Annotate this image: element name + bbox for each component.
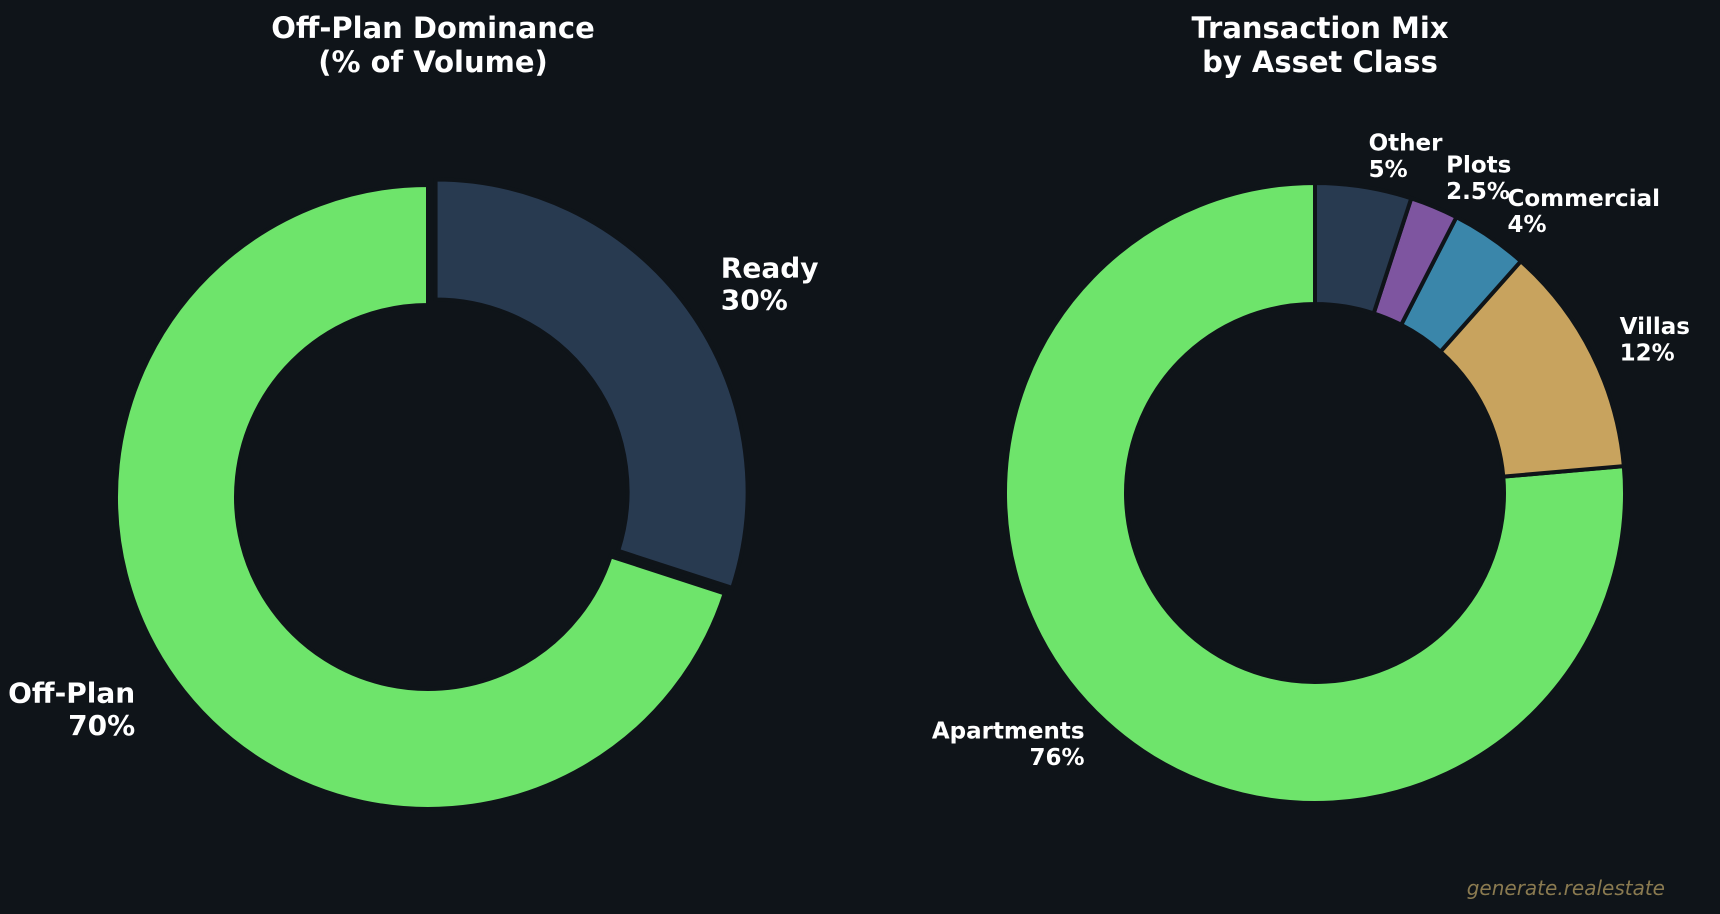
category-label: Off-Plan [8, 677, 135, 710]
value-label: 70% [68, 709, 135, 742]
value-label: 12% [1620, 341, 1675, 367]
value-label: 4% [1508, 212, 1547, 238]
category-label: Apartments [932, 719, 1085, 745]
category-label: Plots [1446, 152, 1511, 178]
value-label: 30% [721, 283, 788, 316]
value-label: 5% [1369, 157, 1408, 183]
wedge [1003, 180, 1627, 805]
chart-title: Off-Plan Dominance (% of Volume) [271, 11, 595, 79]
chart-title: Transaction Mix by Asset Class [1191, 11, 1448, 79]
watermark: generate.realestate [1467, 876, 1665, 900]
subtitle-line: by Asset Class [1202, 45, 1438, 79]
subtitle-line: (% of Volume) [318, 45, 548, 79]
wedge-label: Ready 30% [721, 251, 819, 316]
wedge-label: Villas 12% [1620, 314, 1690, 366]
category-label: Other [1369, 130, 1444, 156]
wedge [114, 182, 728, 811]
wedge-label: Plots 2.5% [1446, 152, 1511, 204]
wedge-label: Apartments 76% [932, 719, 1085, 771]
wedge [1313, 180, 1414, 316]
wedge-label: Off-Plan 70% [8, 677, 135, 742]
category-label: Ready [721, 251, 819, 284]
wedge [433, 177, 750, 591]
title-line: Off-Plan Dominance [271, 11, 595, 45]
wedge-label: Other 5% [1369, 130, 1444, 182]
value-label: 76% [1030, 745, 1085, 771]
title-line: Transaction Mix [1191, 11, 1448, 45]
category-label: Villas [1620, 314, 1690, 340]
value-label: 2.5% [1446, 179, 1510, 205]
category-label: Commercial [1508, 186, 1660, 212]
wedge-label: Commercial 4% [1508, 186, 1660, 238]
